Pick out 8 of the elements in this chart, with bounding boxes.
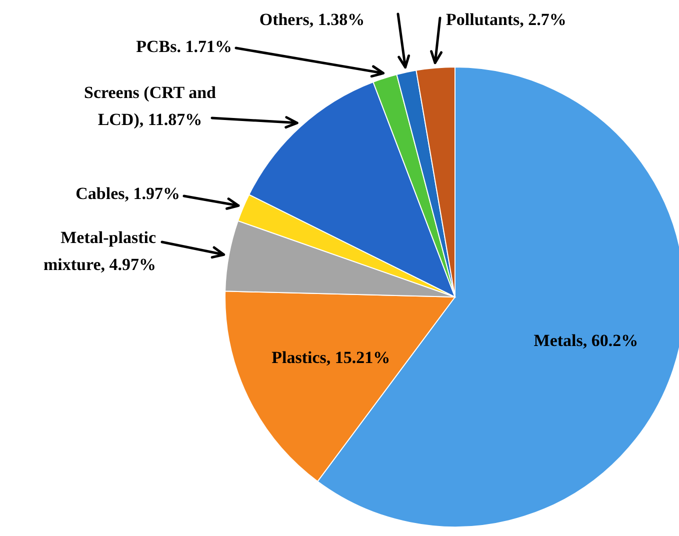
slice-label: Cables, 1.97% — [76, 184, 180, 203]
slice-label: Metals, 60.2% — [534, 330, 638, 350]
slice-label: Screens (CRT and LCD), 11.87% — [84, 83, 217, 129]
slice-label: Plastics, 15.21% — [272, 348, 390, 367]
slice-label: Pollutants, 2.7% — [446, 10, 566, 29]
slice-label: Others, 1.38% — [259, 10, 365, 29]
slice-label: PCBs. 1.71% — [136, 37, 232, 56]
slice-label: Metal-plastic mixture, 4.97% — [43, 228, 156, 274]
